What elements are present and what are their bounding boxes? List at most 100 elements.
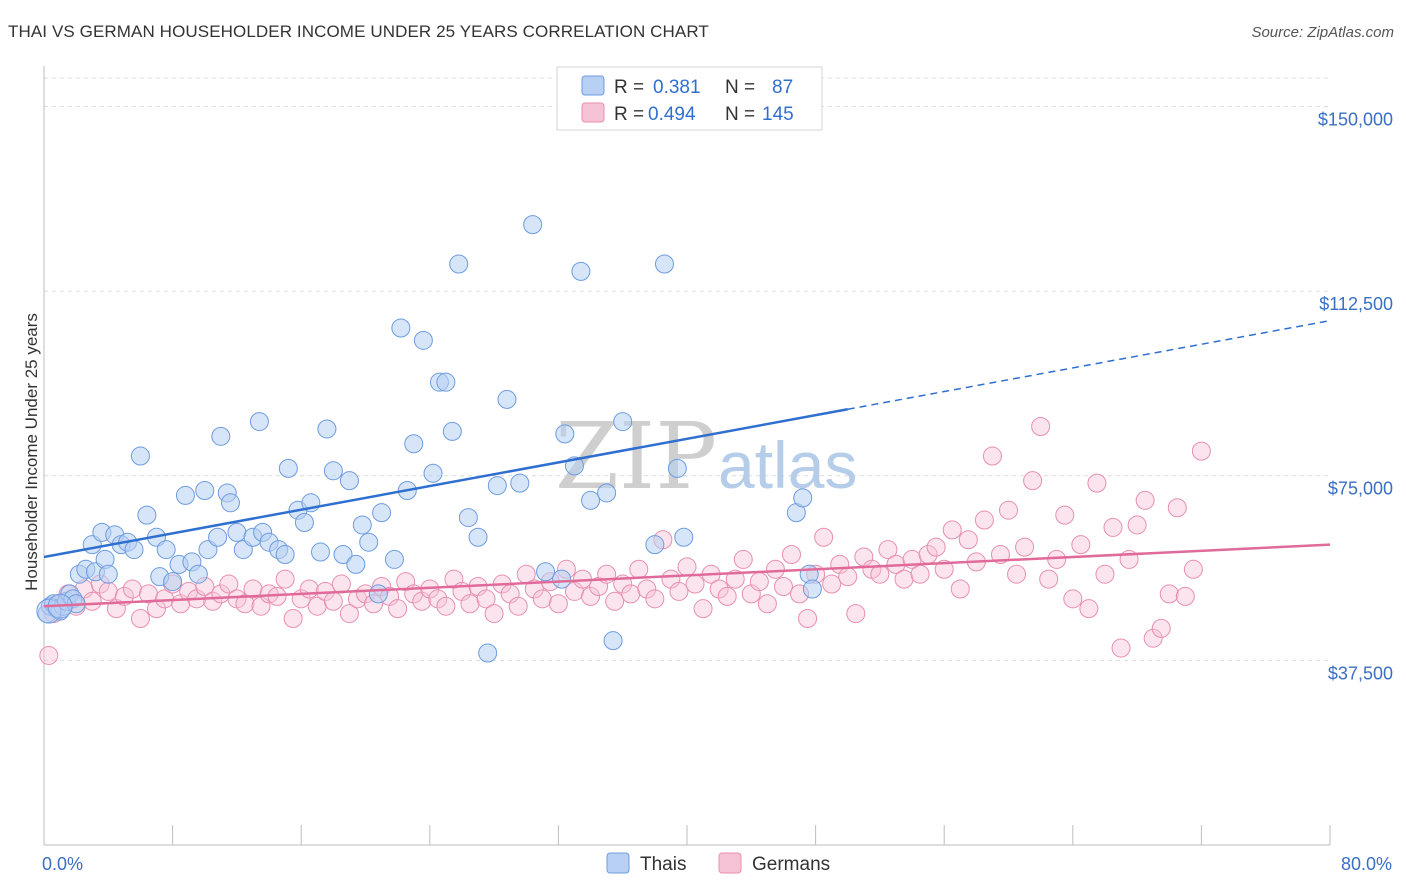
germans-point	[717, 586, 737, 606]
thais-point	[536, 562, 556, 582]
thais-point	[497, 389, 517, 409]
germans-point	[822, 574, 842, 594]
thais-point	[188, 564, 208, 584]
thais-point	[310, 542, 330, 562]
germans-point	[299, 579, 319, 599]
germans-point	[781, 545, 801, 565]
thais-point	[468, 527, 488, 547]
thais-point	[249, 412, 269, 432]
thais-point	[523, 215, 543, 235]
legend-r-label-germans: R =	[614, 104, 644, 125]
germans-point	[82, 591, 102, 611]
chart-title: THAI VS GERMAN HOUSEHOLDER INCOME UNDER …	[8, 22, 709, 41]
thais-point	[458, 508, 478, 528]
germans-point	[1103, 517, 1123, 537]
germans-point	[275, 569, 295, 589]
thais-point	[571, 261, 591, 281]
germans-point	[1095, 564, 1115, 584]
germans-point	[331, 574, 351, 594]
thais-point	[352, 515, 372, 535]
germans-point	[669, 581, 689, 601]
thais-point	[442, 421, 462, 441]
germans-point	[1167, 498, 1187, 518]
thais-point	[220, 493, 240, 513]
germans-point	[838, 567, 858, 587]
germans-point	[757, 594, 777, 614]
germans-point	[339, 604, 359, 624]
germans-point	[1191, 441, 1211, 461]
thais-point	[211, 426, 231, 446]
germans-point	[114, 586, 134, 606]
thais-point	[130, 446, 150, 466]
germans-point	[870, 564, 890, 584]
watermark-zip: ZIP	[555, 403, 717, 510]
thais-point	[597, 483, 617, 503]
source-label: Source: ZipAtlas.com	[1251, 24, 1394, 41]
germans-point	[1007, 564, 1027, 584]
germans-point	[629, 559, 649, 579]
germans-point	[323, 591, 343, 611]
thais-point	[195, 481, 215, 501]
germans-trend-line	[43, 543, 1331, 608]
y-tick-label-0: $37,500	[1328, 663, 1393, 683]
trend-lines	[43, 319, 1331, 608]
thais-point	[555, 424, 575, 444]
germans-point	[532, 589, 552, 609]
germans-point	[709, 579, 729, 599]
thais-point	[613, 412, 633, 432]
thais-point	[478, 643, 498, 663]
thais-point	[510, 473, 530, 493]
germans-point	[878, 540, 898, 560]
legend-swatch-thais	[581, 75, 605, 96]
germans-point	[1071, 535, 1091, 555]
germans-point	[484, 604, 504, 624]
watermark: ZIP atlas	[555, 403, 857, 510]
bottom-legend-swatch-thais	[606, 852, 630, 874]
germans-point	[950, 579, 970, 599]
thais-point	[156, 540, 176, 560]
legend-r-label-thais: R =	[614, 77, 644, 98]
thais-trend-line	[43, 408, 848, 559]
legend-r-germans: 0.494	[648, 104, 696, 125]
x-tick-labels: 0.0% 80.0%	[42, 854, 1392, 874]
thais-point	[404, 434, 424, 454]
germans-point	[621, 584, 641, 604]
germans-point	[999, 500, 1018, 520]
legend-swatch-germans	[581, 102, 605, 123]
germans-point	[765, 559, 785, 579]
thais-point	[339, 471, 359, 491]
thais-point	[423, 463, 443, 483]
germans-point	[122, 579, 142, 599]
germans-point	[605, 591, 625, 611]
bottom-legend-label-thais: Thais	[640, 854, 686, 875]
thais-point	[391, 318, 411, 338]
germans-point	[548, 594, 568, 614]
germans-point	[814, 527, 834, 547]
legend-n-label-germans: N =	[725, 104, 755, 125]
germans-point	[508, 596, 528, 616]
thais-point	[323, 461, 343, 481]
thais-point	[346, 554, 366, 574]
thais-point	[603, 631, 623, 651]
thais-point	[278, 458, 298, 478]
thais-points	[36, 215, 822, 663]
germans-point	[428, 589, 448, 609]
y-tick-label-3: $150,000	[1318, 109, 1393, 129]
y-tick-labels: $37,500 $75,000 $112,500 $150,000	[1318, 109, 1393, 683]
axes	[43, 66, 1331, 846]
germans-point	[1111, 638, 1131, 658]
thais-point	[294, 513, 314, 533]
thais-point	[227, 522, 247, 542]
germans-point	[637, 579, 657, 599]
germans-point	[1175, 586, 1195, 606]
germans-point	[283, 609, 303, 629]
thais-point	[674, 527, 694, 547]
thais-point	[667, 458, 687, 478]
germans-point	[749, 572, 769, 592]
germans-point	[1015, 537, 1035, 557]
germans-point	[958, 530, 978, 550]
legend-n-germans: 145	[762, 104, 794, 125]
bottom-legend-label-germans: Germans	[752, 854, 830, 875]
bottom-legend: Thais Germans	[606, 852, 830, 875]
thais-point	[163, 572, 183, 592]
